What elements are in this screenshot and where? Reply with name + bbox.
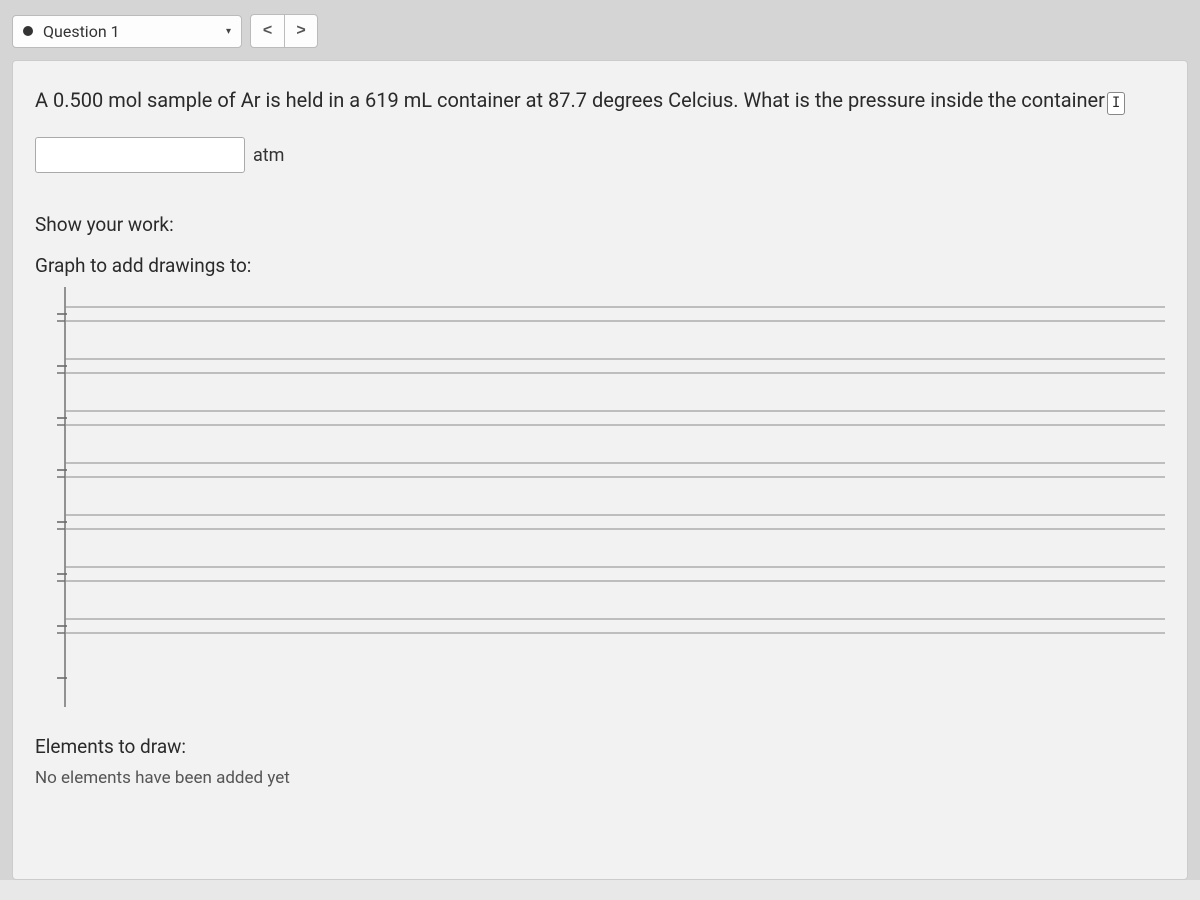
question-label: Question 1 (43, 22, 120, 41)
pressure-input[interactable] (35, 137, 245, 173)
question-dropdown-label-wrap: Question 1 (23, 22, 120, 41)
status-bullet-icon (23, 26, 33, 36)
next-question-button[interactable]: > (284, 14, 318, 48)
graph-label: Graph to add drawings to: (35, 254, 1165, 277)
chevron-down-icon: ▾ (226, 26, 231, 37)
text-cursor-icon: I (1107, 92, 1125, 115)
nav-button-group: < > (250, 14, 318, 48)
question-dropdown[interactable]: Question 1 ▾ (12, 15, 242, 48)
question-text-body: A 0.500 mol sample of Ar is held in a 61… (35, 88, 1105, 112)
drawing-graph-area[interactable] (35, 287, 1165, 707)
unit-label: atm (245, 145, 284, 166)
show-work-label: Show your work: (35, 213, 1165, 236)
question-nav-bar: Question 1 ▾ < > (12, 8, 1188, 54)
question-panel: A 0.500 mol sample of Ar is held in a 61… (12, 60, 1188, 880)
elements-to-draw-label: Elements to draw: (35, 735, 1165, 758)
answer-row: atm (35, 137, 1165, 173)
app-frame: Question 1 ▾ < > A 0.500 mol sample of A… (0, 0, 1200, 880)
graph-grid-svg (35, 287, 1165, 707)
question-text: A 0.500 mol sample of Ar is held in a 61… (35, 85, 1165, 115)
no-elements-text: No elements have been added yet (35, 768, 1165, 788)
prev-question-button[interactable]: < (250, 14, 284, 48)
